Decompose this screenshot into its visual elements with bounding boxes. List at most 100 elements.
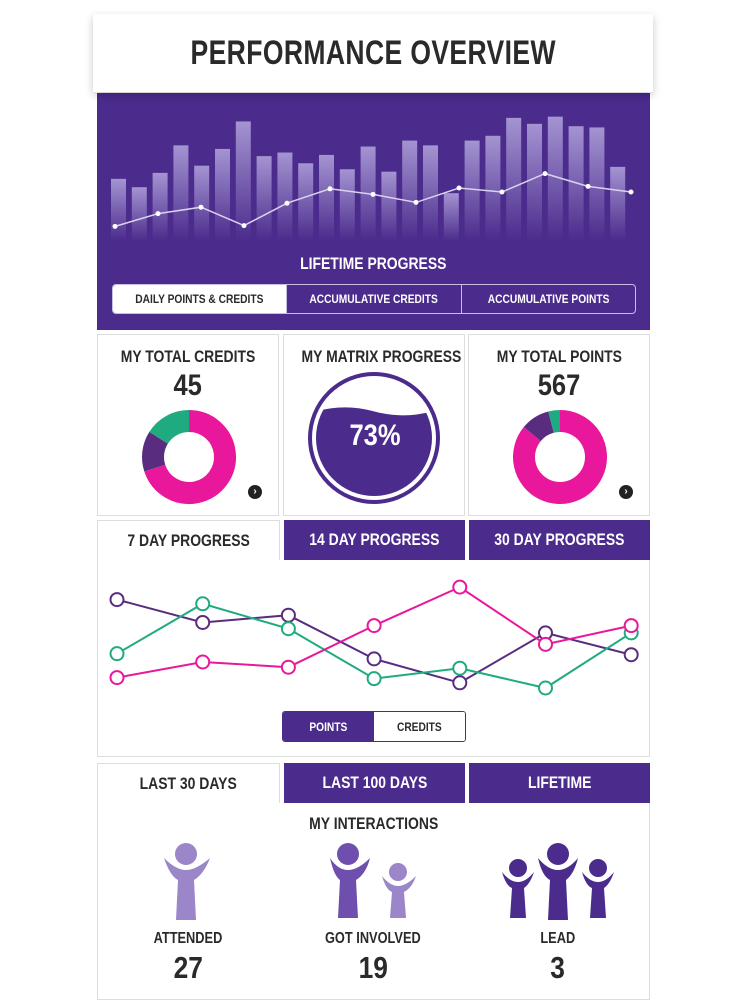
got-involved-label: GOT INVOLVED: [325, 930, 421, 947]
tab-14-day-progress[interactable]: 14 DAY PROGRESS: [284, 520, 465, 560]
lifetime-bar: [402, 140, 418, 241]
lifetime-bar: [610, 166, 626, 241]
arrow-right-icon[interactable]: ›: [248, 485, 262, 499]
lifetime-tabs: DAILY POINTS & CREDITS ACCUMULATIVE CRED…: [112, 284, 636, 314]
series-point: [623, 647, 639, 663]
donut-segment: [144, 410, 236, 504]
lifetime-bar: [235, 121, 251, 241]
series-point: [195, 596, 211, 612]
attended-label: ATTENDED: [153, 930, 223, 947]
points-donut-chart: [513, 410, 607, 504]
donut-segment: [523, 411, 555, 442]
series-point: [366, 671, 382, 687]
series-point: [452, 579, 468, 595]
lifetime-bar: [173, 145, 189, 241]
donut-segment: [513, 410, 607, 504]
chart-toggle: POINTS CREDITS: [282, 711, 466, 742]
series-point: [452, 660, 468, 676]
progress-line-chart: [109, 579, 639, 696]
total-points-value: 567: [537, 369, 581, 402]
tab-last-100-days[interactable]: LAST 100 DAYS: [284, 763, 465, 803]
tab-lifetime[interactable]: LIFETIME: [469, 763, 650, 803]
tab-accumulative-points[interactable]: ACCUMULATIVE POINTS: [487, 292, 610, 306]
lifetime-bar: [423, 145, 438, 241]
attended-value: 27: [173, 950, 203, 985]
lifetime-bar: [547, 116, 563, 241]
card-title: MY TOTAL CREDITS: [120, 347, 256, 366]
lifetime-bar: [131, 187, 147, 241]
series-point: [280, 659, 296, 675]
series-point: [109, 670, 125, 686]
lifetime-trend-point: [413, 199, 419, 205]
card-title: MY TOTAL POINTS: [496, 347, 622, 366]
lifetime-trend-point: [456, 185, 462, 191]
lifetime-bar: [506, 117, 522, 241]
lifetime-bar: [111, 178, 126, 241]
lead-label: LEAD: [540, 930, 576, 947]
matrix-progress-value: 73%: [349, 419, 401, 452]
tab-daily-points-credits[interactable]: DAILY POINTS & CREDITS: [113, 285, 288, 313]
lifetime-bar: [215, 148, 230, 241]
series-point: [280, 621, 296, 637]
series-point: [366, 651, 382, 667]
lifetime-bar: [152, 172, 168, 241]
lifetime-bar: [277, 152, 293, 241]
card-title: MY MATRIX PROGRESS: [301, 347, 462, 366]
series-point: [280, 607, 296, 623]
tab-accumulative-credits[interactable]: ACCUMULATIVE CREDITS: [287, 285, 462, 313]
donut-segment: [548, 410, 561, 433]
lifetime-bar: [319, 154, 334, 241]
series-point: [109, 592, 125, 608]
tab-7-day-progress[interactable]: 7 DAY PROGRESS: [97, 520, 280, 560]
tab-30-day-progress[interactable]: 30 DAY PROGRESS: [469, 520, 650, 560]
lifetime-trend-point: [155, 211, 161, 217]
tab-last-30-days[interactable]: LAST 30 DAYS: [97, 763, 280, 803]
gauge-fill: [316, 407, 432, 496]
lifetime-bar: [485, 135, 501, 241]
lifetime-trend-point: [198, 204, 204, 210]
lifetime-bar: [589, 127, 605, 241]
progress-tabs: 7 DAY PROGRESS 14 DAY PROGRESS 30 DAY PR…: [97, 520, 650, 560]
interactions-title: MY INTERACTIONS: [308, 814, 439, 833]
group-of-three-icon: [502, 843, 614, 920]
lifetime-trend-point: [241, 223, 247, 229]
lifetime-bar: [443, 193, 459, 241]
points-toggle-button[interactable]: POINTS: [283, 712, 374, 741]
lifetime-bar: [381, 171, 397, 241]
series-point: [538, 636, 553, 652]
lifetime-bar: [339, 169, 355, 241]
series-point: [195, 654, 211, 670]
series-point: [366, 618, 382, 634]
matrix-progress-gauge: [308, 372, 440, 504]
lifetime-trend-point: [370, 191, 376, 197]
person-raised-arms-icon: [164, 843, 210, 920]
arrow-right-icon[interactable]: ›: [619, 485, 633, 499]
two-people-icon: [330, 843, 416, 918]
lifetime-progress-title: LIFETIME PROGRESS: [300, 254, 447, 273]
lifetime-trend-point: [112, 223, 118, 229]
credits-donut-chart: [142, 410, 236, 504]
lifetime-bar: [256, 156, 272, 241]
total-credits-card: MY TOTAL CREDITS 45 ›: [97, 334, 279, 516]
lifetime-trend-point: [628, 189, 634, 195]
donut-segment: [149, 410, 190, 445]
series-line: [116, 598, 632, 684]
donut-segment: [142, 431, 169, 472]
series-point: [195, 614, 211, 630]
got-involved-value: 19: [358, 950, 388, 985]
lifetime-bar-chart: [111, 116, 634, 241]
lifetime-trend-point: [284, 200, 290, 206]
series-point: [623, 618, 639, 634]
lifetime-trend-point: [585, 183, 591, 189]
series-point: [538, 680, 553, 696]
page-header: PERFORMANCE OVERVIEW: [93, 14, 653, 92]
lifetime-trend-point: [327, 186, 333, 192]
credits-toggle-button[interactable]: CREDITS: [374, 712, 465, 741]
total-credits-value: 45: [173, 369, 203, 402]
page-title: PERFORMANCE OVERVIEW: [190, 33, 556, 72]
lifetime-bar: [527, 123, 542, 241]
series-point: [109, 646, 125, 662]
lifetime-bar: [464, 140, 480, 241]
lifetime-bar: [298, 163, 314, 241]
lifetime-trend-point: [542, 171, 548, 177]
